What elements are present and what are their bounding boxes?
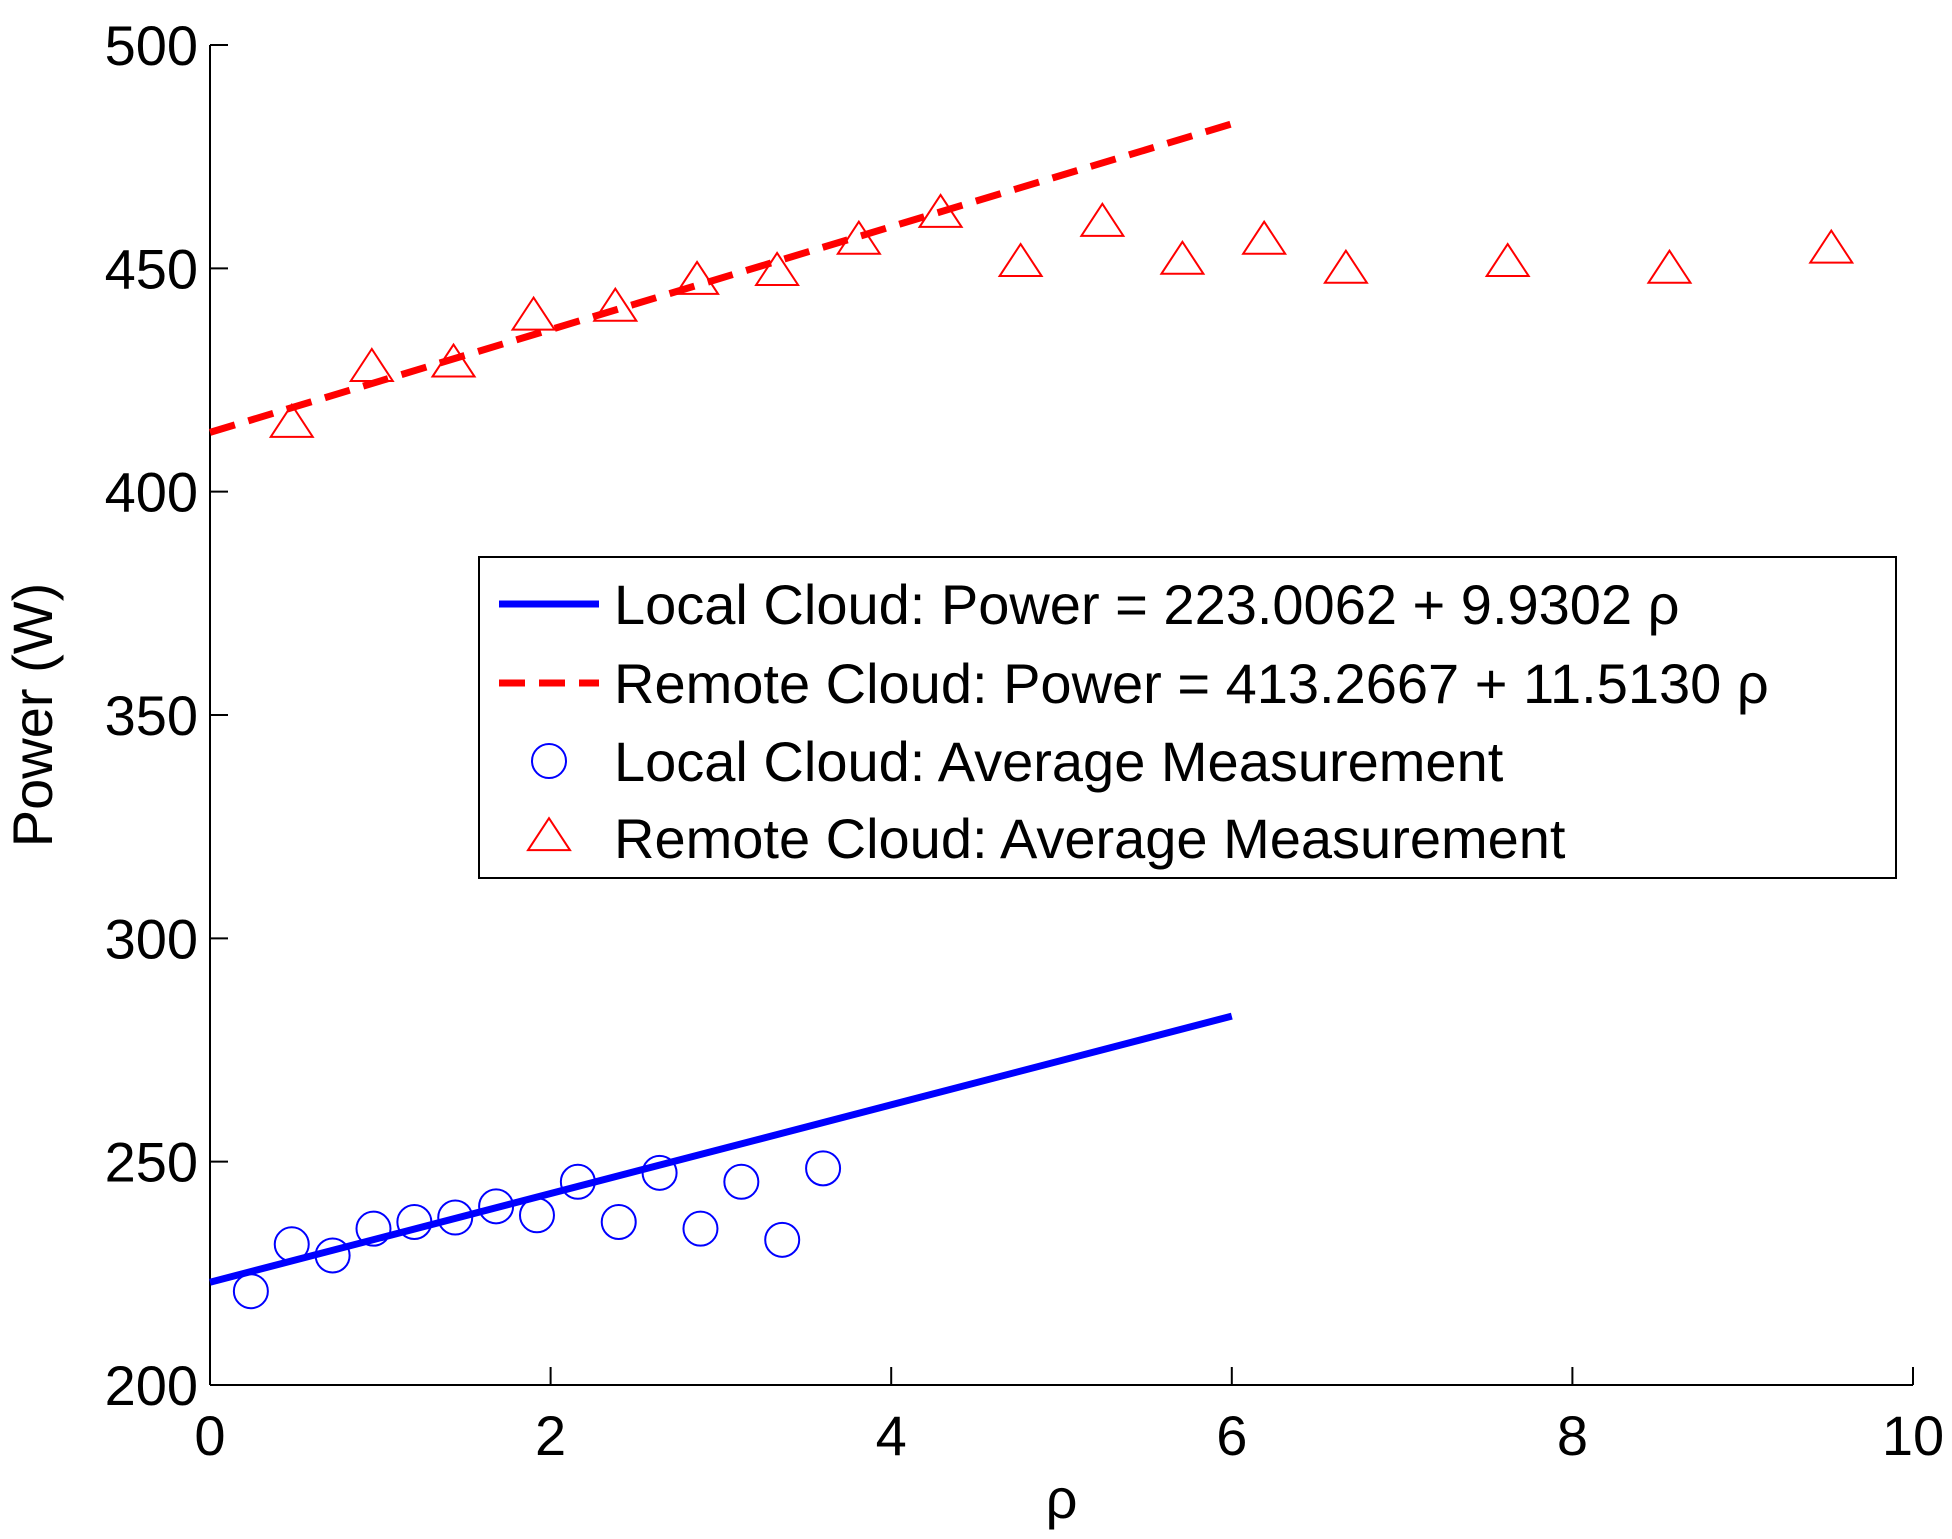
y-tick-label: 300	[105, 907, 198, 970]
y-tick-label: 450	[105, 237, 198, 300]
local-fit-line	[209, 1012, 1233, 1286]
triangle-marker	[1808, 228, 1855, 264]
y-tick-label: 400	[105, 461, 198, 524]
y-tick-label: 200	[105, 1354, 198, 1417]
triangle-marker	[917, 193, 964, 228]
legend-entry-label: Remote Cloud: Power = 413.2667 + 11.5130…	[614, 652, 1769, 715]
triangle-marker	[430, 342, 477, 378]
series-0	[209, 1012, 1233, 1286]
circle-marker	[478, 1188, 515, 1225]
triangle-marker	[268, 403, 315, 438]
circle-marker	[437, 1199, 474, 1236]
circle-marker	[518, 1197, 555, 1234]
x-tick-label: 10	[1882, 1404, 1944, 1467]
circle-marker	[355, 1210, 392, 1247]
circle-marker	[531, 743, 567, 779]
triangle-marker	[1241, 219, 1288, 255]
triangle-marker	[526, 816, 572, 852]
circle-marker	[396, 1203, 433, 1240]
axes: 0 2 4 6 8 10 200 250 300 350 400 450 500	[105, 14, 1945, 1467]
circle-marker	[314, 1237, 351, 1274]
x-tick-label: 6	[1216, 1404, 1247, 1467]
x-tick-label: 8	[1557, 1404, 1588, 1467]
triangle-marker	[835, 219, 882, 255]
circle-marker	[764, 1221, 801, 1258]
y-tick-label: 350	[105, 684, 198, 747]
circle-marker	[232, 1273, 269, 1310]
legend-entry-label: Remote Cloud: Average Measurement	[614, 807, 1566, 870]
circle-marker	[641, 1154, 678, 1191]
circle-marker	[723, 1163, 760, 1200]
circle-marker	[273, 1226, 310, 1263]
triangle-marker	[1079, 202, 1126, 237]
legend-entry-label: Local Cloud: Power = 223.0062 + 9.9302 ρ	[614, 573, 1680, 636]
series-2	[232, 1150, 842, 1310]
triangle-marker	[1323, 248, 1369, 284]
x-tick-label: 2	[535, 1404, 566, 1467]
triangle-marker	[348, 347, 395, 382]
series-layer	[208, 120, 1855, 1310]
x-axis-label: ρ	[1046, 1467, 1078, 1530]
y-tick-label: 250	[105, 1131, 198, 1194]
triangle-marker	[1159, 239, 1206, 275]
circle-marker	[559, 1163, 596, 1200]
circle-marker	[682, 1210, 719, 1247]
triangle-marker	[592, 286, 639, 322]
triangle-marker	[754, 251, 800, 286]
triangle-marker	[1484, 242, 1531, 278]
y-axis-label: Power (W)	[1, 583, 64, 847]
legend-box	[478, 556, 1897, 879]
x-tick-label: 4	[876, 1404, 907, 1467]
triangle-marker	[510, 295, 557, 331]
x-tick-label: 0	[194, 1404, 225, 1467]
circle-marker	[805, 1150, 842, 1187]
circle-marker	[600, 1203, 637, 1240]
legend-entry-label: Local Cloud: Average Measurement	[614, 730, 1504, 793]
y-tick-label: 500	[105, 14, 198, 77]
legend: Local Cloud: Power = 223.0062 + 9.9302 ρ…	[478, 556, 1897, 879]
triangle-marker	[1646, 248, 1693, 284]
triangle-marker	[674, 260, 720, 295]
series-3	[268, 193, 1855, 438]
triangle-marker	[997, 242, 1044, 278]
